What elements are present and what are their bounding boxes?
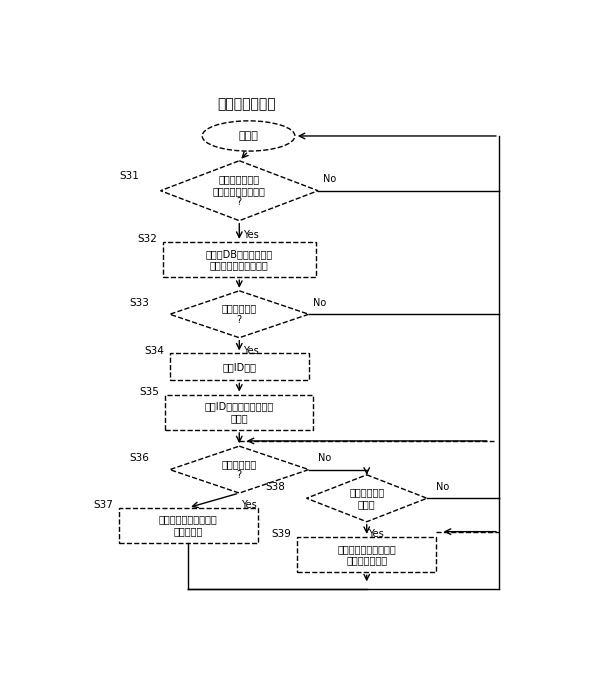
Text: No: No (437, 482, 450, 492)
Text: S36: S36 (129, 453, 149, 463)
Text: Yes: Yes (243, 345, 259, 355)
Text: 社員情報をアプリ実行
端末に送信: 社員情報をアプリ実行 端末に送信 (159, 515, 218, 536)
Text: Yes: Yes (368, 529, 384, 538)
Text: Yes: Yes (240, 500, 257, 510)
Text: 声情報DBに記憶された
音声データと声紋照合: 声情報DBに記憶された 音声データと声紋照合 (206, 248, 273, 270)
Text: 遠隔会議サーバ: 遠隔会議サーバ (217, 97, 276, 111)
Text: S34: S34 (144, 346, 164, 355)
Text: S39: S39 (271, 529, 292, 540)
Text: No: No (323, 175, 336, 184)
Text: Yes: Yes (243, 230, 259, 240)
Text: No: No (313, 298, 327, 308)
Text: S37: S37 (93, 500, 113, 510)
Text: No: No (318, 454, 331, 463)
Text: 録音データ及び
端末位置情報を受信
?: 録音データ及び 端末位置情報を受信 ? (213, 174, 266, 207)
Text: S32: S32 (138, 234, 157, 244)
Text: S31: S31 (120, 171, 139, 181)
Text: 一致データ有
?: 一致データ有 ? (222, 303, 257, 325)
Text: 規定待機時間
経過？: 規定待機時間 経過？ (349, 487, 385, 509)
Text: S38: S38 (266, 481, 286, 492)
Text: 該当なし情報をアプリ
実行端末に送信: 該当なし情報をアプリ 実行端末に送信 (337, 544, 396, 565)
Text: 社員情報受信
?: 社員情報受信 ? (222, 459, 257, 481)
Text: S35: S35 (140, 387, 160, 397)
Text: 開　始: 開 始 (239, 131, 258, 141)
Text: 社員ID取得: 社員ID取得 (222, 362, 257, 372)
Text: S33: S33 (129, 297, 149, 307)
Text: 社員IDを社員情報サーバ
に送信: 社員IDを社員情報サーバ に送信 (205, 401, 274, 423)
